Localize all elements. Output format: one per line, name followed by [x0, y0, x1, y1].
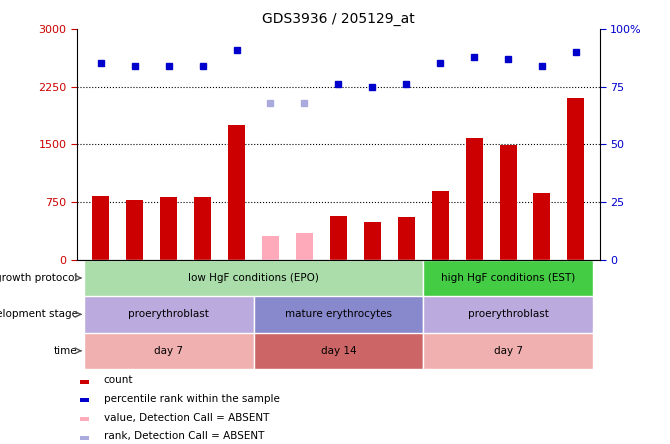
Text: count: count	[104, 375, 133, 385]
Bar	[253, 333, 423, 369]
Text: low HgF conditions (EPO): low HgF conditions (EPO)	[188, 273, 319, 283]
Text: proerythroblast: proerythroblast	[468, 309, 549, 319]
Bar	[262, 236, 279, 260]
Bar	[80, 380, 89, 384]
Text: development stage: development stage	[0, 309, 78, 319]
Bar	[466, 138, 482, 260]
Bar	[80, 398, 89, 402]
Bar	[228, 125, 245, 260]
Bar	[296, 233, 313, 260]
Bar	[253, 296, 423, 333]
Bar	[160, 198, 177, 260]
Bar	[194, 197, 211, 260]
Bar	[84, 296, 253, 333]
Bar	[80, 436, 89, 440]
Bar	[500, 145, 517, 260]
Bar	[92, 196, 109, 260]
Text: day 7: day 7	[494, 346, 523, 356]
Text: time: time	[54, 346, 78, 356]
Bar	[431, 191, 449, 260]
Text: mature erythrocytes: mature erythrocytes	[285, 309, 392, 319]
Bar	[126, 200, 143, 260]
Text: high HgF conditions (EST): high HgF conditions (EST)	[441, 273, 575, 283]
Text: day 14: day 14	[320, 346, 356, 356]
Bar	[533, 193, 551, 260]
Text: proerythroblast: proerythroblast	[128, 309, 209, 319]
Bar	[80, 417, 89, 421]
Bar	[84, 333, 253, 369]
Text: growth protocol: growth protocol	[0, 273, 78, 283]
Text: value, Detection Call = ABSENT: value, Detection Call = ABSENT	[104, 413, 269, 423]
Text: percentile rank within the sample: percentile rank within the sample	[104, 394, 280, 404]
Bar	[423, 296, 593, 333]
Bar	[84, 260, 423, 296]
Bar	[398, 217, 415, 260]
Bar	[423, 260, 593, 296]
Text: rank, Detection Call = ABSENT: rank, Detection Call = ABSENT	[104, 432, 264, 441]
Bar	[567, 98, 584, 260]
Bar	[423, 333, 593, 369]
Bar	[330, 216, 347, 260]
Title: GDS3936 / 205129_at: GDS3936 / 205129_at	[262, 12, 415, 27]
Bar	[364, 222, 381, 260]
Text: day 7: day 7	[154, 346, 183, 356]
